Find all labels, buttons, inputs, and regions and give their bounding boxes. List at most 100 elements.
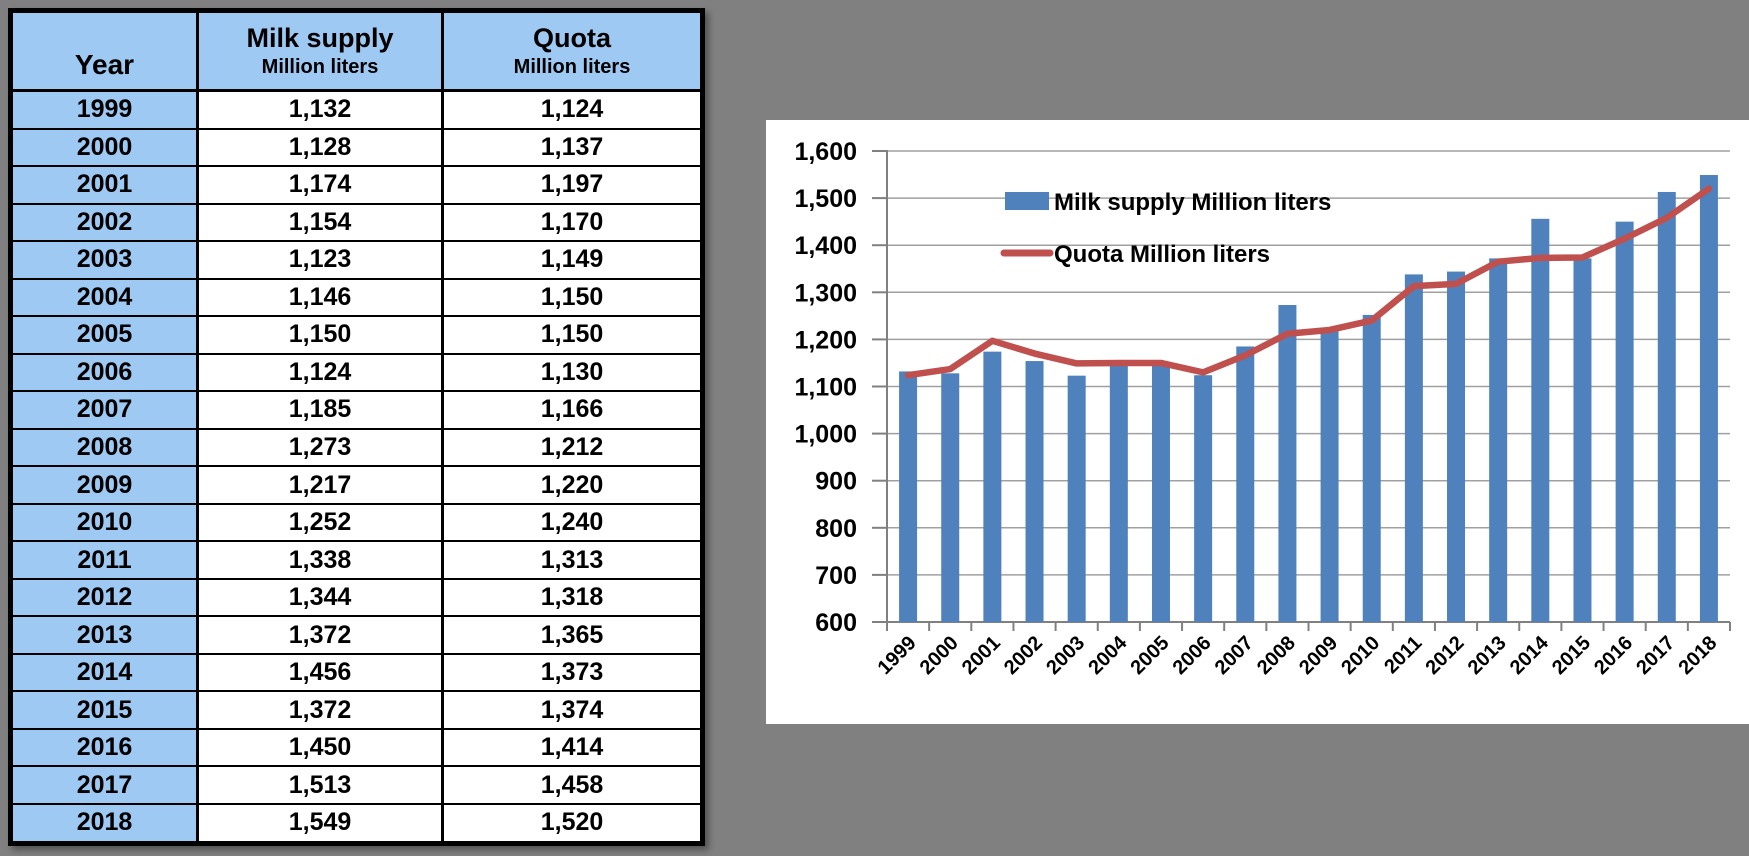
header-milk-supply: Milk supply Million liters: [196, 9, 444, 92]
quota-cell: 1,150: [441, 315, 704, 355]
year-cell: 2005: [9, 315, 199, 355]
bar-2018: [1699, 175, 1718, 622]
quota-cell: 1,313: [441, 540, 704, 580]
bar-2011: [1404, 274, 1423, 622]
quota-cell: 1,373: [441, 652, 704, 693]
x-tick-label: 2009: [1295, 632, 1342, 679]
x-tick-label: 2015: [1548, 632, 1595, 679]
year-cell: 2002: [9, 202, 199, 243]
quota-cell: 1,124: [441, 89, 704, 130]
quota-header-subtitle: Million liters: [513, 55, 631, 78]
quota-header-title: Quota: [533, 23, 611, 54]
table-row: 1999 1,132 1,124: [9, 89, 704, 130]
legend-bar-swatch-icon: [1005, 192, 1049, 210]
quota-cell: 1,170: [441, 202, 704, 243]
quota-cell: 1,130: [441, 352, 704, 393]
table-row: 2010 1,252 1,240: [9, 502, 704, 543]
year-cell: 2013: [9, 615, 199, 655]
y-tick-label: 900: [815, 468, 857, 496]
quota-cell: 1,197: [441, 165, 704, 205]
milk-supply-cell: 1,372: [196, 690, 444, 730]
table-row: 2008 1,273 1,212: [9, 427, 704, 468]
milk-supply-header-subtitle: Million liters: [261, 55, 379, 78]
milk-supply-header-title: Milk supply: [246, 23, 394, 54]
legend-line-label: Quota Million liters: [1054, 241, 1270, 268]
milk-supply-cell: 1,344: [196, 577, 444, 618]
table-row: 2000 1,128 1,137: [9, 127, 704, 168]
milk-supply-cell: 1,124: [196, 352, 444, 393]
year-cell: 2001: [9, 165, 199, 205]
milk-supply-cell: 1,513: [196, 765, 444, 805]
table-row: 2018 1,549 1,520: [9, 802, 704, 845]
table-row: 2009 1,217 1,220: [9, 465, 704, 505]
table-header-row: Year Milk supply Million liters Quota Mi…: [9, 9, 704, 92]
table-row: 2014 1,456 1,373: [9, 652, 704, 693]
quota-cell: 1,365: [441, 615, 704, 655]
y-tick-label: 1,600: [794, 138, 857, 166]
x-tick-label: 2017: [1632, 632, 1679, 679]
quota-cell: 1,137: [441, 127, 704, 168]
y-tick-label: 1,400: [794, 232, 857, 260]
table-row: 2012 1,344 1,318: [9, 577, 704, 618]
milk-supply-cell: 1,338: [196, 540, 444, 580]
table-row: 2002 1,154 1,170: [9, 202, 704, 243]
table-row: 2003 1,123 1,149: [9, 240, 704, 280]
x-tick-label: 1999: [874, 632, 921, 679]
quota-cell: 1,150: [441, 277, 704, 318]
milk-supply-cell: 1,154: [196, 202, 444, 243]
bar-2016: [1615, 221, 1634, 622]
y-tick-label: 1,200: [794, 326, 857, 354]
x-tick-label: 2018: [1674, 632, 1721, 679]
year-cell: 2016: [9, 727, 199, 768]
x-tick-label: 2006: [1169, 632, 1216, 679]
y-tick-label: 1,300: [794, 279, 857, 307]
milk-supply-cell: 1,132: [196, 89, 444, 130]
x-tick-label: 2014: [1506, 631, 1554, 679]
milk-supply-cell: 1,549: [196, 802, 444, 845]
bar-2008: [1278, 305, 1297, 622]
bar-1999: [899, 371, 918, 622]
header-quota: Quota Million liters: [441, 9, 704, 92]
milk-supply-cell: 1,217: [196, 465, 444, 505]
x-tick-label: 2004: [1084, 631, 1132, 679]
quota-cell: 1,166: [441, 390, 704, 430]
table-row: 2006 1,124 1,130: [9, 352, 704, 393]
year-cell: 1999: [9, 89, 199, 130]
table-row: 2017 1,513 1,458: [9, 765, 704, 805]
milk-supply-cell: 1,150: [196, 315, 444, 355]
quota-cell: 1,458: [441, 765, 704, 805]
bar-2010: [1362, 314, 1381, 622]
y-tick-label: 1,000: [794, 421, 857, 449]
year-cell: 2018: [9, 802, 199, 845]
year-cell: 2014: [9, 652, 199, 693]
milk-supply-cell: 1,174: [196, 165, 444, 205]
x-tick-label: 2003: [1042, 632, 1089, 679]
x-tick-label: 2010: [1337, 632, 1384, 679]
bar-2015: [1573, 258, 1592, 622]
milk-supply-cell: 1,252: [196, 502, 444, 543]
x-tick-label: 2001: [958, 632, 1005, 679]
header-year: Year: [9, 9, 199, 92]
bar-2004: [1109, 364, 1128, 622]
year-cell: 2011: [9, 540, 199, 580]
table-row: 2016 1,450 1,414: [9, 727, 704, 768]
x-tick-label: 2012: [1422, 632, 1469, 679]
y-tick-label: 1,500: [794, 185, 857, 213]
bar-2017: [1657, 191, 1676, 622]
milk-quota-table: Year Milk supply Million liters Quota Mi…: [8, 8, 705, 846]
bar-2014: [1531, 218, 1550, 622]
y-tick-label: 800: [815, 515, 857, 543]
table-row: 2007 1,185 1,166: [9, 390, 704, 430]
year-cell: 2012: [9, 577, 199, 618]
milk-supply-cell: 1,273: [196, 427, 444, 468]
quota-cell: 1,149: [441, 240, 704, 280]
bar-2012: [1447, 271, 1466, 622]
bar-2009: [1320, 331, 1339, 622]
x-tick-label: 2013: [1464, 632, 1511, 679]
quota-cell: 1,520: [441, 802, 704, 845]
milk-supply-cell: 1,123: [196, 240, 444, 280]
quota-cell: 1,240: [441, 502, 704, 543]
quota-line: [904, 185, 1713, 379]
quota-cell: 1,212: [441, 427, 704, 468]
quota-cell: 1,414: [441, 727, 704, 768]
